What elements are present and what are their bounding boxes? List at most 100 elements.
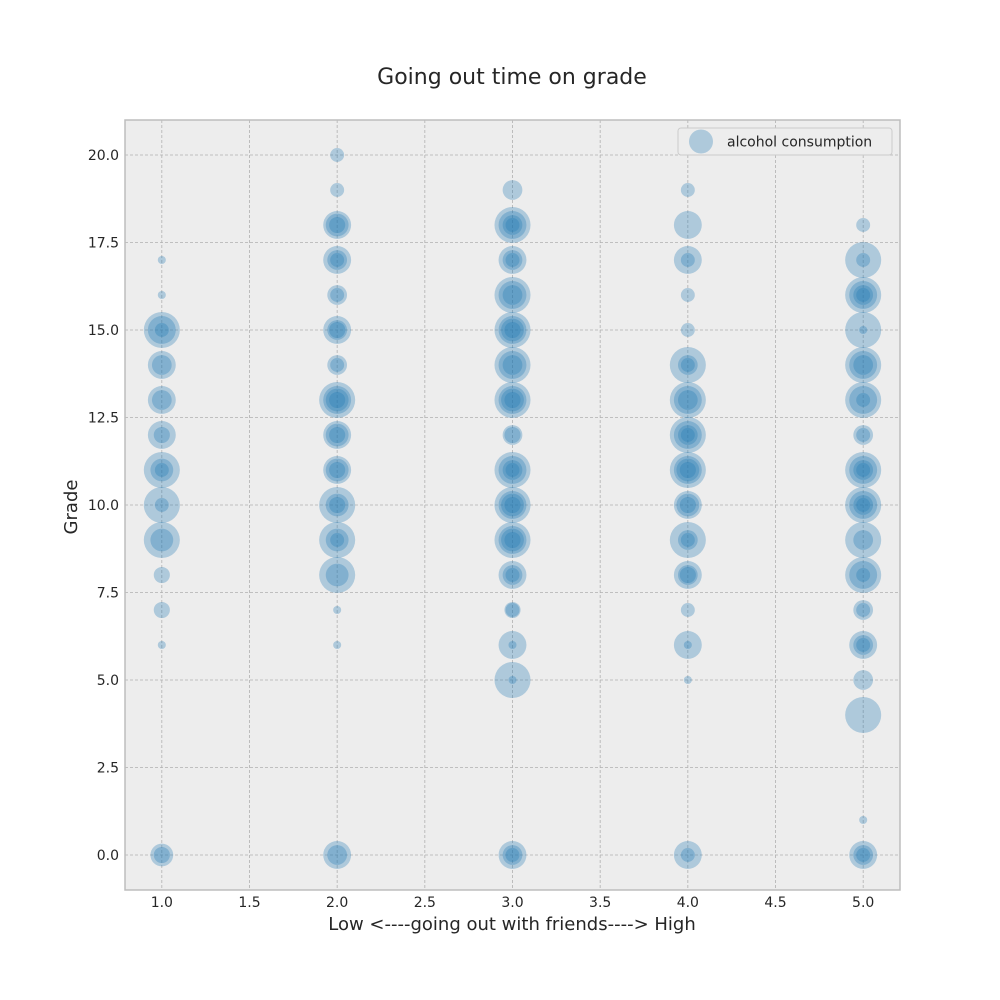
data-point: [494, 206, 531, 244]
data-point: [498, 386, 527, 414]
legend-box: [677, 127, 893, 156]
data-point: [856, 498, 871, 512]
data-point: [325, 213, 349, 237]
x-tick-label: 1.5: [238, 895, 260, 911]
data-point: [845, 276, 882, 314]
data-point: [853, 460, 874, 480]
data-point: [494, 381, 531, 419]
x-tick-label: 2.0: [326, 895, 348, 911]
data-point: [853, 530, 874, 550]
data-point: [505, 603, 520, 617]
data-point: [669, 521, 706, 559]
data-point: [856, 463, 871, 477]
data-point: [494, 451, 531, 489]
data-point: [330, 533, 345, 547]
data-point: [494, 276, 531, 314]
data-point: [680, 253, 695, 267]
y-tick-label: 12.5: [88, 411, 119, 427]
data-point: [498, 631, 527, 659]
x-tick-label: 5.0: [852, 895, 874, 911]
data-point: [673, 631, 702, 659]
data-point: [856, 568, 871, 582]
data-point: [849, 281, 878, 309]
x-tick-label: 3.0: [501, 895, 523, 911]
data-point: [502, 845, 523, 865]
data-point: [501, 528, 524, 552]
data-point: [669, 346, 706, 384]
data-point: [154, 498, 169, 512]
data-point: [494, 521, 531, 559]
legend-label: alcohol consumption: [727, 135, 872, 151]
data-point: [673, 841, 702, 869]
data-point: [502, 180, 523, 200]
data-point: [333, 605, 342, 615]
data-point: [498, 841, 527, 869]
data-point: [673, 246, 702, 274]
y-tick-labels: 0.0 2.5 5.0 7.5 10.0 12.5 15.0 17.5 20.0: [88, 148, 119, 864]
data-point: [845, 381, 882, 419]
data-point: [673, 386, 702, 414]
data-point: [859, 815, 868, 825]
data-point: [505, 463, 520, 477]
data-point: [680, 603, 695, 617]
data-point: [498, 456, 527, 484]
data-point: [329, 426, 346, 444]
data-point: [153, 846, 170, 864]
data-point: [325, 493, 349, 517]
data-point: [329, 321, 346, 339]
legend-marker: [689, 129, 713, 154]
y-tick-label: 5.0: [97, 673, 119, 689]
data-point: [845, 521, 882, 559]
data-point: [679, 461, 696, 479]
data-point: [498, 526, 527, 554]
data-point: [494, 311, 531, 349]
x-tick-label: 4.0: [677, 895, 699, 911]
data-point: [856, 393, 871, 407]
data-point: [327, 355, 348, 375]
x-tick-label: 3.5: [589, 895, 611, 911]
data-point: [153, 426, 170, 444]
data-point: [329, 461, 346, 479]
data-point: [853, 845, 874, 865]
data-point: [154, 463, 169, 477]
data-point: [680, 533, 695, 547]
data-point: [494, 346, 531, 384]
data-point: [669, 451, 706, 489]
data-point: [856, 603, 871, 617]
data-point: [151, 390, 172, 410]
data-point: [849, 841, 878, 869]
x-tick-label: 4.5: [764, 895, 786, 911]
x-tick-label: 2.5: [414, 895, 436, 911]
data-point: [856, 218, 871, 232]
data-point: [845, 696, 882, 734]
data-point: [151, 355, 172, 375]
gridlines: [125, 120, 900, 890]
data-point: [683, 675, 692, 685]
data-point: [680, 183, 695, 197]
data-point: [673, 456, 702, 484]
data-point: [677, 355, 698, 375]
data-point: [673, 211, 702, 239]
data-point: [505, 218, 520, 232]
data-point: [680, 288, 695, 302]
data-point: [498, 211, 527, 239]
data-point: [676, 458, 700, 482]
y-axis-label: Grade: [61, 480, 82, 535]
data-point: [504, 321, 521, 339]
data-point: [677, 425, 698, 445]
data-point: [494, 486, 531, 524]
data-point: [849, 491, 878, 519]
data-point: [327, 250, 348, 270]
data-point: [680, 358, 695, 372]
data-point: [849, 561, 878, 589]
data-point: [680, 848, 695, 862]
data-point: [319, 486, 356, 524]
data-point: [498, 316, 527, 344]
data-point: [323, 211, 352, 239]
data-point: [501, 493, 524, 517]
data-point: [501, 318, 524, 342]
data-point: [683, 640, 692, 650]
data-point: [147, 386, 176, 414]
data-point: [325, 423, 349, 447]
data-point: [147, 421, 176, 449]
